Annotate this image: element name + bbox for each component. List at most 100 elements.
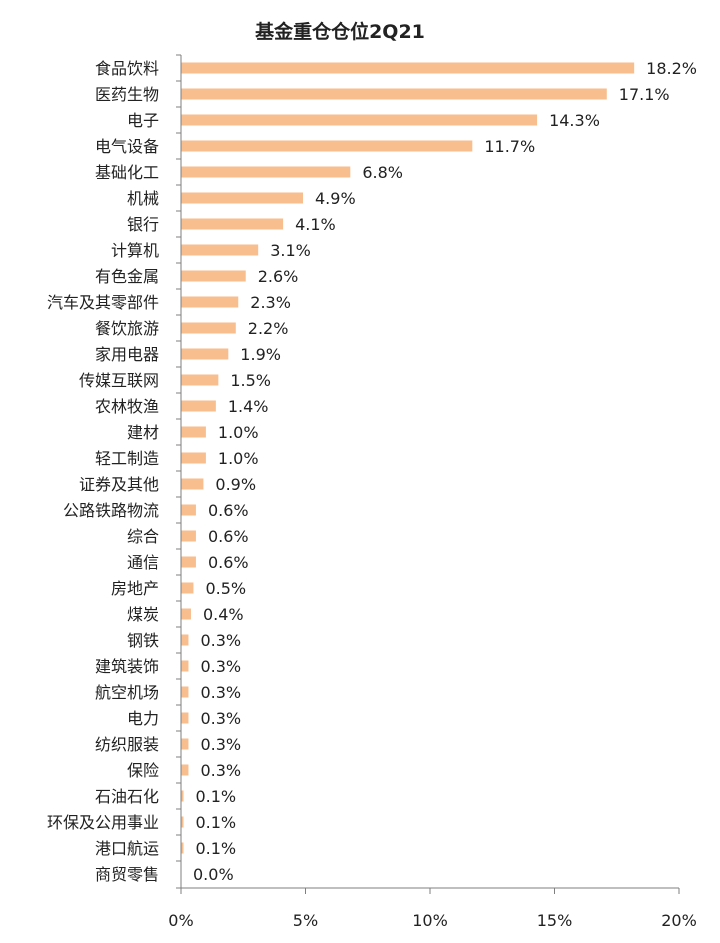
bar	[181, 660, 189, 672]
bar	[181, 322, 236, 334]
category-label: 医药生物	[95, 85, 159, 104]
data-label: 4.9%	[315, 189, 356, 208]
category-label: 纺织服装	[95, 735, 159, 754]
bar	[181, 270, 246, 282]
category-label: 传媒互联网	[79, 371, 159, 390]
category-label: 航空机场	[95, 683, 159, 702]
category-label: 轻工制造	[95, 449, 159, 468]
category-label: 电力	[127, 709, 159, 728]
data-label: 0.3%	[200, 735, 241, 754]
category-label: 环保及公用事业	[47, 813, 159, 832]
category-label: 公路铁路物流	[63, 501, 159, 520]
data-label: 4.1%	[295, 215, 336, 234]
data-label: 0.3%	[200, 657, 241, 676]
data-label: 0.3%	[200, 683, 241, 702]
data-label: 0.6%	[208, 553, 249, 572]
data-label: 17.1%	[619, 85, 670, 104]
category-label: 证券及其他	[79, 475, 159, 494]
data-label: 0.1%	[195, 787, 236, 806]
data-label: 0.9%	[215, 475, 256, 494]
category-label: 计算机	[111, 241, 159, 260]
bar	[181, 504, 196, 516]
x-tick-label: 15%	[537, 911, 573, 930]
data-label: 1.4%	[228, 397, 269, 416]
data-label: 1.5%	[230, 371, 271, 390]
bar	[181, 400, 216, 412]
category-label: 银行	[127, 215, 159, 234]
bar	[181, 140, 473, 152]
category-label: 钢铁	[127, 631, 159, 650]
bar	[181, 582, 194, 594]
category-label: 农林牧渔	[95, 397, 159, 416]
category-label: 食品饮料	[95, 59, 159, 78]
chart-title: 基金重仓仓位2Q21	[254, 20, 425, 43]
bar	[181, 816, 184, 828]
bar	[181, 634, 189, 646]
category-label: 港口航运	[95, 839, 159, 858]
data-label: 14.3%	[549, 111, 600, 130]
category-label: 餐饮旅游	[95, 319, 159, 338]
category-label: 通信	[127, 553, 159, 572]
data-label: 1.0%	[218, 423, 259, 442]
bar	[181, 608, 191, 620]
data-label: 11.7%	[484, 137, 535, 156]
bar	[181, 764, 189, 776]
bar	[181, 348, 229, 360]
bar	[181, 218, 284, 230]
data-label: 2.6%	[258, 267, 299, 286]
bar	[181, 244, 259, 256]
data-label: 0.0%	[193, 865, 234, 884]
category-label: 家用电器	[95, 345, 159, 364]
bar	[181, 842, 184, 854]
data-label: 2.2%	[248, 319, 289, 338]
category-label: 建筑装饰	[95, 657, 159, 676]
bar	[181, 712, 189, 724]
category-label: 石油石化	[95, 787, 159, 806]
data-label: 0.6%	[208, 501, 249, 520]
data-label: 2.3%	[250, 293, 291, 312]
bar	[181, 114, 538, 126]
category-label: 有色金属	[95, 267, 159, 286]
x-tick-label: 10%	[412, 911, 448, 930]
category-label: 商贸零售	[95, 865, 159, 884]
data-label: 3.1%	[270, 241, 311, 260]
data-label: 1.0%	[218, 449, 259, 468]
bar	[181, 62, 635, 74]
category-label: 综合	[127, 527, 159, 546]
bar	[181, 192, 304, 204]
category-label: 房地产	[111, 579, 159, 598]
category-label: 建材	[127, 423, 159, 442]
x-tick-label: 5%	[293, 911, 318, 930]
bar	[181, 686, 189, 698]
bar	[181, 530, 196, 542]
bar	[181, 556, 196, 568]
data-label: 0.3%	[200, 709, 241, 728]
data-label: 0.3%	[200, 761, 241, 780]
data-label: 0.1%	[195, 839, 236, 858]
category-label: 保险	[127, 761, 159, 780]
bar	[181, 426, 206, 438]
x-tick-label: 20%	[661, 911, 697, 930]
bar	[181, 738, 189, 750]
x-tick-label: 0%	[168, 911, 193, 930]
category-label: 汽车及其零部件	[47, 293, 159, 312]
data-label: 0.6%	[208, 527, 249, 546]
category-label: 电子	[127, 111, 159, 130]
data-label: 0.4%	[203, 605, 244, 624]
category-label: 机械	[127, 189, 159, 208]
data-label: 0.5%	[205, 579, 246, 598]
bar	[181, 296, 239, 308]
bar	[181, 88, 607, 100]
bar	[181, 452, 206, 464]
data-label: 1.9%	[240, 345, 281, 364]
category-label: 煤炭	[127, 605, 159, 624]
data-label: 0.1%	[195, 813, 236, 832]
bar	[181, 790, 184, 802]
data-label: 6.8%	[362, 163, 403, 182]
bar	[181, 166, 351, 178]
bar	[181, 374, 219, 386]
data-label: 18.2%	[646, 59, 697, 78]
bar	[181, 478, 204, 490]
category-label: 基础化工	[95, 163, 159, 182]
